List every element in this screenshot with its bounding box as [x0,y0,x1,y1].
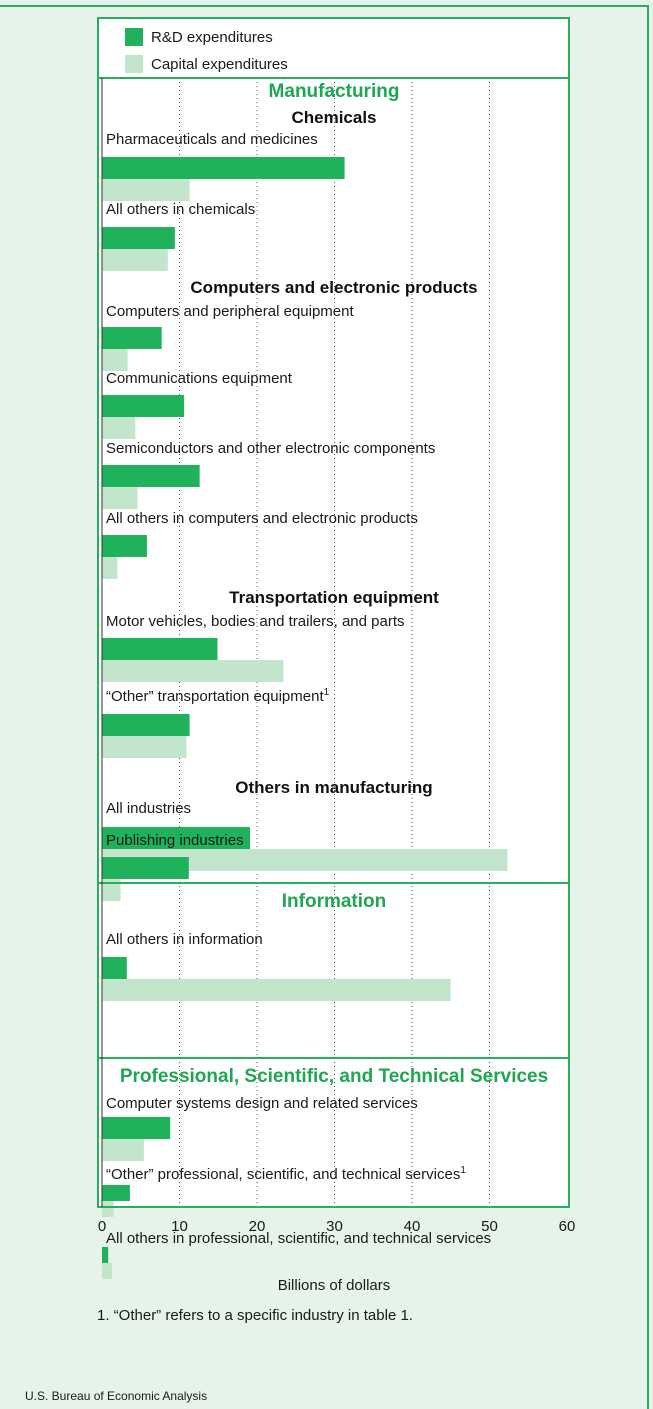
x-tick-label: 50 [481,1218,498,1235]
source-note: U.S. Bureau of Economic Analysis [25,1389,207,1403]
chart-frame [0,5,649,1409]
rd-bar [102,714,190,736]
category-label: Pharmaceuticals and medicines [106,131,318,148]
footnote: 1. “Other” refers to a specific industry… [97,1307,413,1324]
category-label: All others in computers and electronic p… [106,510,418,527]
x-tick-label: 30 [326,1218,343,1235]
section-title: Information [282,891,387,912]
legend-swatch [125,55,143,73]
capital-bar [102,349,128,371]
rd-bar [102,157,345,179]
chart-border [97,17,570,1208]
group-title: Others in manufacturing [235,778,432,797]
section-title: Professional, Scientific, and Technical … [120,1066,548,1087]
legend-label: R&D expenditures [151,29,273,46]
rd-bar [102,1117,171,1139]
category-label: Communications equipment [106,370,293,387]
capital-bar [102,249,168,271]
rd-bar [102,535,147,557]
category-label: “Other” transportation equipment1 [106,687,330,705]
rd-bar [102,857,189,879]
category-label: Semiconductors and other electronic comp… [106,440,435,457]
x-tick-label: 40 [404,1218,421,1235]
rd-bar [102,395,185,417]
x-tick-label: 10 [171,1218,188,1235]
capital-bar [102,660,284,682]
category-label: Motor vehicles, bodies and trailers, and… [106,613,404,630]
x-tick-label: 60 [559,1218,576,1235]
chart-panel [98,18,569,1207]
capital-bar [102,557,118,579]
rd-bar [102,327,162,349]
capital-bar [102,1139,144,1161]
capital-bar [102,879,121,901]
category-label: All others in professional, scientific, … [106,1230,491,1247]
legend-label: Capital expenditures [151,56,288,73]
rd-bar [102,465,200,487]
group-title: Chemicals [291,108,376,127]
rd-bar [102,638,218,660]
rd-bar [102,227,175,249]
section-title: Manufacturing [269,81,400,102]
capital-bar [102,736,187,758]
x-tick-label: 20 [249,1218,266,1235]
group-title: Computers and electronic products [190,278,477,297]
x-axis-label: Billions of dollars [278,1277,391,1294]
rd-bar [102,957,127,979]
rd-bar [102,1185,130,1201]
capital-bar [102,487,138,509]
rd-bar [102,827,251,849]
category-label: All others in chemicals [106,201,255,218]
category-label: Publishing industries [106,832,244,849]
legend-swatch [125,28,143,46]
category-label: Computers and peripheral equipment [106,303,354,320]
rd-bar [102,1247,109,1263]
x-tick-label: 0 [98,1218,106,1235]
category-label: All industries [106,800,191,817]
category-label: Computer systems design and related serv… [106,1095,418,1112]
capital-bar [102,1263,113,1279]
capital-bar [102,179,190,201]
category-label: All others in information [106,931,263,948]
category-label: “Other” professional, scientific, and te… [106,1165,466,1183]
capital-bar [102,417,136,439]
capital-bar [102,1201,114,1217]
capital-bar [102,979,451,1001]
capital-bar [102,849,508,871]
group-title: Transportation equipment [229,588,439,607]
